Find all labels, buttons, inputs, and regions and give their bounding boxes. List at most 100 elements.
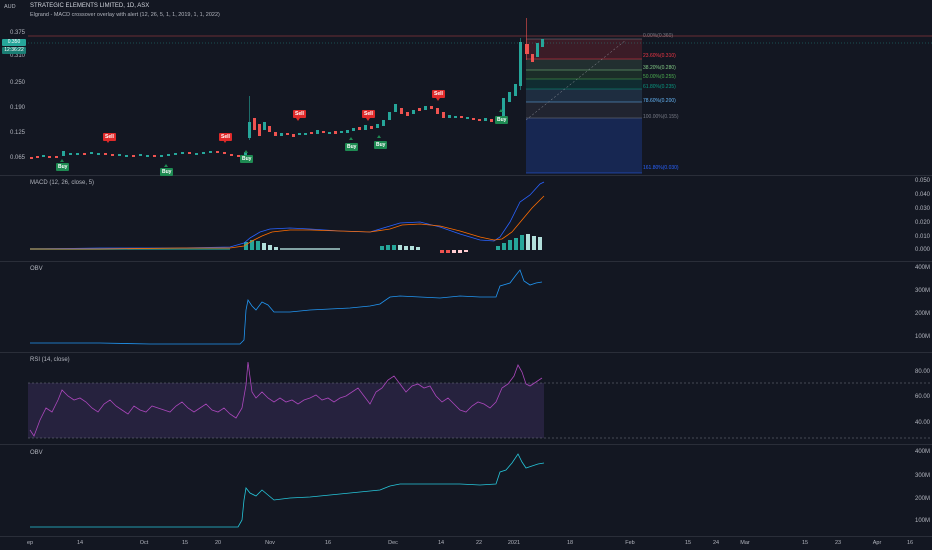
candle xyxy=(502,98,505,116)
macd-hist-bar xyxy=(538,237,542,250)
candle xyxy=(376,124,379,128)
obv-line xyxy=(30,269,543,345)
obv-title[interactable]: OBV xyxy=(30,266,43,272)
fib-trend-line xyxy=(525,39,627,121)
pane-separator-macd[interactable] xyxy=(0,175,932,176)
ticker-title[interactable]: STRATEGIC ELEMENTS LIMITED, 1D, ASX xyxy=(30,3,150,9)
candle xyxy=(230,154,233,156)
fib-zone xyxy=(526,79,642,89)
sell-signal-label[interactable]: Sell xyxy=(432,90,445,98)
candle xyxy=(448,115,451,118)
buy-arrow-icon xyxy=(349,137,353,140)
candle xyxy=(316,130,319,134)
candle xyxy=(248,122,251,138)
macd-title[interactable]: MACD (12, 26, close, 5) xyxy=(30,180,95,186)
macd-hist-bar xyxy=(262,243,266,250)
candle xyxy=(153,155,156,157)
macd-hist-bar xyxy=(250,240,254,250)
time-tick: ep xyxy=(26,540,34,546)
candle xyxy=(237,155,240,157)
macd-tick: 0.030 xyxy=(914,206,930,212)
macd-hist-bar xyxy=(508,240,512,250)
sell-signal-label[interactable]: Sell xyxy=(103,133,116,141)
macd-hist-bar xyxy=(268,245,272,250)
pane-separator-rsi[interactable] xyxy=(0,352,932,353)
candle xyxy=(97,153,100,155)
candle xyxy=(132,155,135,157)
signal-arrows xyxy=(60,98,503,167)
time-tick: 23 xyxy=(834,540,842,546)
buy-signal-label[interactable]: Buy xyxy=(374,141,388,149)
time-tick: 14 xyxy=(437,540,445,546)
macd-hist-bar xyxy=(532,236,536,250)
price-tick: 0.375 xyxy=(10,30,26,36)
candle xyxy=(364,125,367,130)
macd-hist-bar xyxy=(496,246,500,250)
candle xyxy=(174,153,177,155)
pane-separator-obv[interactable] xyxy=(0,261,932,262)
macd-histogram[interactable] xyxy=(30,234,542,253)
indicator-legend[interactable]: Elgrand - MACD crossover overlay with al… xyxy=(30,12,220,18)
candle xyxy=(346,130,349,133)
buy-signal-label[interactable]: Buy xyxy=(495,116,509,124)
time-tick: Oct xyxy=(139,540,149,546)
candle xyxy=(310,132,313,134)
time-tick: 15 xyxy=(684,540,692,546)
candle xyxy=(394,104,397,112)
candle xyxy=(514,84,517,96)
time-tick: 14 xyxy=(76,540,84,546)
rsi-title[interactable]: RSI (14, close) xyxy=(30,357,70,363)
obv2-line xyxy=(30,453,545,528)
pane-separator-obv2[interactable] xyxy=(0,444,932,445)
candle xyxy=(304,133,307,135)
time-tick: 15 xyxy=(181,540,189,546)
sell-signal-label[interactable]: Sell xyxy=(219,133,232,141)
price-tick: 0.065 xyxy=(10,155,26,161)
candle xyxy=(292,134,295,137)
macd-tick: 0.050 xyxy=(914,178,930,184)
buy-signal-label[interactable]: Buy xyxy=(240,155,254,163)
time-tick: Nov xyxy=(265,540,275,546)
candle xyxy=(118,154,121,156)
sell-signal-label[interactable]: Sell xyxy=(362,110,375,118)
candle xyxy=(209,151,212,153)
candle xyxy=(466,117,469,119)
rsi-line xyxy=(29,361,543,437)
candle xyxy=(280,133,283,136)
candle xyxy=(188,152,191,154)
sell-signal-label[interactable]: Sell xyxy=(293,110,306,118)
candle xyxy=(400,108,403,114)
fib-level-label: 61.80%(0.235) xyxy=(643,84,676,90)
candle xyxy=(258,124,261,136)
obv2-tick: 200M xyxy=(914,496,930,502)
fib-retracement[interactable] xyxy=(525,38,642,174)
macd-hist-bar xyxy=(514,238,518,250)
macd-hist-bar xyxy=(446,250,450,253)
candle xyxy=(76,153,79,155)
obv-tick: 100M xyxy=(914,334,930,340)
candle xyxy=(160,155,163,157)
macd-tick: 0.040 xyxy=(914,192,930,198)
candlestick-series[interactable] xyxy=(30,18,544,159)
candle xyxy=(436,108,439,114)
candle xyxy=(352,128,355,131)
buy-signal-label[interactable]: Buy xyxy=(345,143,359,151)
rsi-band xyxy=(28,383,544,438)
candle xyxy=(48,156,51,158)
time-tick: Dec xyxy=(388,540,398,546)
macd-hist-bar xyxy=(464,250,468,252)
buy-signal-label[interactable]: Buy xyxy=(56,163,70,171)
buy-arrow-icon xyxy=(60,159,64,162)
buy-signal-label[interactable]: Buy xyxy=(160,168,174,176)
sell-arrow-icon xyxy=(296,118,300,121)
candle xyxy=(30,157,33,159)
macd-hist-bar xyxy=(392,245,396,250)
fib-zone xyxy=(526,39,642,59)
candle xyxy=(268,126,271,132)
fib-level-label: 100.00%(0.155) xyxy=(643,114,679,120)
candle xyxy=(478,119,481,121)
candle xyxy=(202,152,205,154)
countdown-label: 12:36:22 xyxy=(2,47,26,54)
obv2-title[interactable]: OBV xyxy=(30,450,43,456)
